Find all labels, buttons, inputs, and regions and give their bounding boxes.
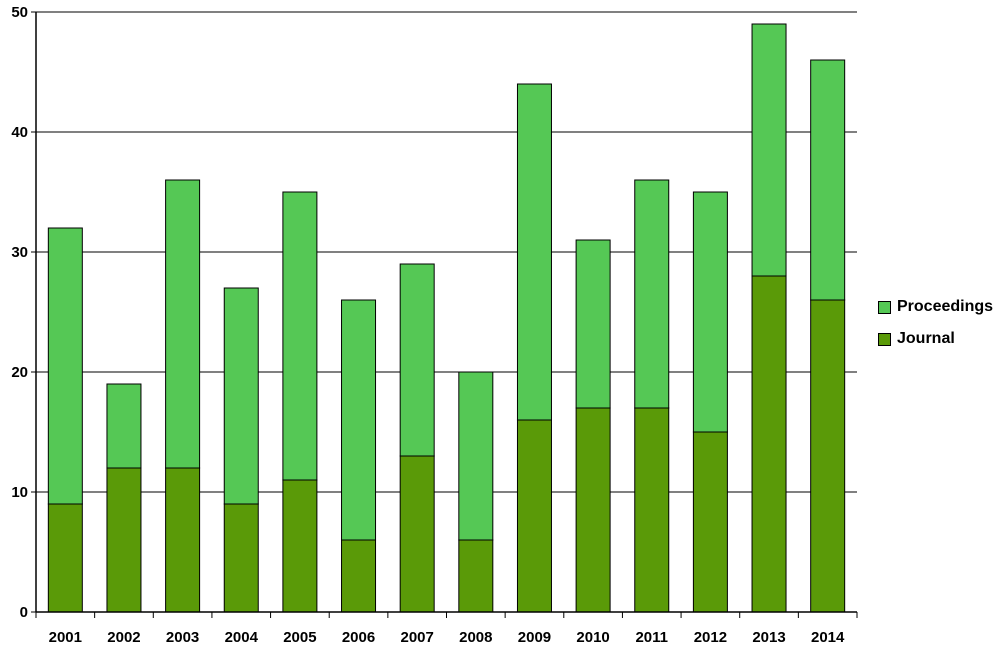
x-tick-label-2009: 2009 bbox=[518, 629, 551, 646]
bar-journal-2009 bbox=[516, 419, 552, 613]
legend-item-proceedings: Proceedings bbox=[878, 297, 993, 317]
x-axis-tick-labels: 2001 2002 2003 2004 2005 2006 2007 2008 2009 2010… bbox=[49, 629, 845, 646]
bar-proceedings-2014 bbox=[810, 59, 846, 301]
bar-journal-2006 bbox=[341, 539, 377, 613]
bar-journal-2005 bbox=[282, 479, 318, 613]
bars bbox=[47, 23, 846, 613]
bar-proceedings-2003 bbox=[165, 179, 201, 469]
x-tick-label-2001: 2001 bbox=[49, 629, 82, 646]
bar-journal-2011 bbox=[634, 407, 670, 613]
x-tick-label-2002: 2002 bbox=[107, 629, 140, 646]
bar-journal-2010 bbox=[575, 407, 611, 613]
y-tick-label-0: 0 bbox=[20, 604, 28, 621]
y-tick-label-10: 10 bbox=[11, 484, 28, 501]
bar-proceedings-2005 bbox=[282, 191, 318, 481]
bar-journal-2013 bbox=[751, 275, 787, 613]
bar-proceedings-2009 bbox=[516, 83, 552, 421]
bar-proceedings-2001 bbox=[47, 227, 83, 505]
x-tick-label-2004: 2004 bbox=[225, 629, 259, 646]
bar-journal-2008 bbox=[458, 539, 494, 613]
legend-swatch-journal bbox=[878, 332, 891, 346]
legend: Proceedings Journal bbox=[878, 297, 993, 361]
y-tick-label-20: 20 bbox=[11, 364, 28, 381]
bar-journal-2003 bbox=[165, 467, 201, 613]
x-tick-label-2005: 2005 bbox=[283, 629, 316, 646]
bar-journal-2004 bbox=[223, 503, 259, 613]
x-tick-label-2010: 2010 bbox=[576, 629, 609, 646]
bar-proceedings-2006 bbox=[341, 299, 377, 541]
bar-journal-2014 bbox=[810, 299, 846, 613]
y-tick-label-30: 30 bbox=[11, 244, 28, 261]
bar-proceedings-2010 bbox=[575, 239, 611, 409]
gridlines bbox=[36, 11, 857, 493]
legend-swatch-proceedings bbox=[878, 300, 891, 314]
bar-journal-2012 bbox=[692, 431, 728, 613]
x-tick-label-2012: 2012 bbox=[694, 629, 727, 646]
bar-proceedings-2011 bbox=[634, 179, 670, 409]
y-axis-tick-labels: 0 10 20 30 40 50 bbox=[11, 4, 28, 621]
y-tick-label-40: 40 bbox=[11, 124, 28, 141]
axes bbox=[31, 11, 858, 618]
bar-proceedings-2004 bbox=[223, 287, 259, 505]
bar-journal-2007 bbox=[399, 455, 435, 613]
x-tick-label-2011: 2011 bbox=[635, 629, 668, 646]
x-tick-label-2003: 2003 bbox=[166, 629, 199, 646]
bar-proceedings-2008 bbox=[458, 371, 494, 541]
bar-journal-2001 bbox=[47, 503, 83, 613]
x-tick-label-2007: 2007 bbox=[400, 629, 433, 646]
bar-proceedings-2013 bbox=[751, 23, 787, 277]
bar-journal-2002 bbox=[106, 467, 142, 613]
legend-label-journal: Journal bbox=[897, 330, 955, 347]
y-tick-label-50: 50 bbox=[11, 4, 28, 21]
bar-proceedings-2007 bbox=[399, 263, 435, 457]
x-tick-label-2013: 2013 bbox=[752, 629, 785, 646]
x-tick-label-2014: 2014 bbox=[811, 629, 845, 646]
bar-proceedings-2002 bbox=[106, 383, 142, 469]
x-tick-label-2006: 2006 bbox=[342, 629, 375, 646]
legend-item-journal: Journal bbox=[878, 329, 993, 349]
bar-proceedings-2012 bbox=[692, 191, 728, 433]
legend-label-proceedings: Proceedings bbox=[897, 298, 994, 315]
x-tick-label-2008: 2008 bbox=[459, 629, 492, 646]
